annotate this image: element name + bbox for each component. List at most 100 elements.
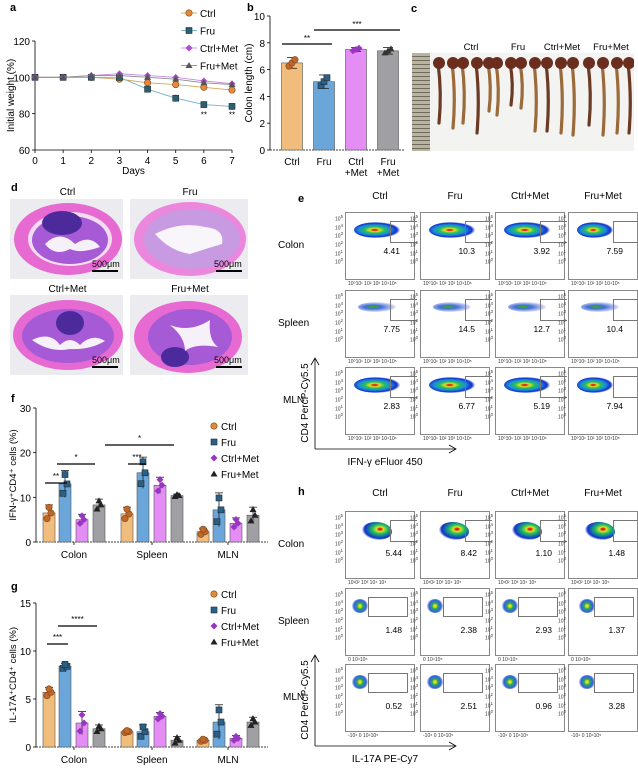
flow-plot: 1.37 xyxy=(568,588,638,656)
flow-x-ticks: 0 10⁴10⁵ xyxy=(498,657,518,663)
gate-percentage: 10.4 xyxy=(606,324,623,334)
data-point xyxy=(78,711,86,719)
bar xyxy=(345,49,367,151)
gate-rectangle xyxy=(368,673,408,693)
cell-population-density xyxy=(429,222,475,238)
arrow-head-icon xyxy=(310,357,320,366)
data-point xyxy=(249,715,257,722)
data-point xyxy=(230,736,238,744)
data-point xyxy=(78,512,86,520)
flow-plot: 0.96 xyxy=(495,664,565,732)
significance-label: * xyxy=(74,453,77,462)
legend-label: Fru+Met xyxy=(221,470,259,481)
flow-x-ticks: 10⁰10¹ 10² 10³ 10⁴10⁵ xyxy=(423,359,472,365)
colon-specimen xyxy=(570,61,576,137)
flow-y-ticks: 105 104 103 102 101 100 xyxy=(558,666,566,718)
legend-label: Fru+Met xyxy=(221,638,259,649)
data-point xyxy=(61,471,69,478)
flow-x-ticks: 10⁰10¹ 10² 10³ 10⁴10⁵ xyxy=(498,359,547,365)
data-point xyxy=(144,79,152,87)
gate-rectangle xyxy=(390,376,417,398)
flow-x-ticks: -10⁴ 0 10⁴10⁵ xyxy=(571,733,602,739)
cecum xyxy=(491,57,503,69)
gate-rectangle xyxy=(465,221,492,243)
bar xyxy=(153,484,167,543)
data-point xyxy=(228,103,236,110)
y-axis-label: IL-17A⁺CD4⁺ cells (%) xyxy=(8,627,19,723)
x-tick-label: Colon xyxy=(61,550,87,561)
data-point xyxy=(121,515,129,523)
cell-population-density xyxy=(512,522,542,540)
flow-y-ticks: 105 104 103 102 101 100 xyxy=(558,292,566,344)
flow-x-ticks: 10¹0² 10³ 10⁴ 10⁵ xyxy=(498,580,537,586)
data-point xyxy=(93,505,101,512)
data-point xyxy=(87,72,95,79)
y-tick-label: 5 xyxy=(25,695,31,706)
data-point xyxy=(45,685,53,693)
data-point xyxy=(199,735,207,743)
gate-percentage: 0.52 xyxy=(385,701,402,711)
data-point xyxy=(200,79,208,86)
data-point xyxy=(45,503,53,511)
cecum xyxy=(567,57,579,69)
histo-label-fru: Fru xyxy=(182,187,198,198)
flow-row-label: Spleen xyxy=(278,318,310,329)
colon-specimen xyxy=(508,61,514,107)
bar xyxy=(313,81,335,151)
data-point xyxy=(173,491,181,498)
data-point xyxy=(251,718,259,725)
flow-row-label: MLN xyxy=(283,395,305,406)
data-point xyxy=(232,515,240,523)
data-point xyxy=(323,74,331,81)
flow-x-axis-label: IL-17A PE-Cy7 xyxy=(352,754,419,765)
flow-x-ticks: -10⁴ 0 10⁴10⁵ xyxy=(498,733,529,739)
flow-y-ticks: 105 104 103 102 101 100 xyxy=(485,292,493,344)
gate-rectangle xyxy=(390,299,417,321)
data-point xyxy=(137,733,145,740)
data-point xyxy=(228,81,236,88)
legend-label: Fru xyxy=(200,27,215,38)
ifng-bar-chart: 0 10 20 30 IFN-γ⁺CD4⁺ cells (%) Colon Spleen ML… xyxy=(8,404,268,561)
significance-label: **** xyxy=(71,615,83,624)
flow-plot: 7.59 xyxy=(568,212,638,280)
photo-label-ctrl-met: Ctrl+Met xyxy=(543,42,581,53)
gate-rectangle xyxy=(594,673,634,693)
legend-label: Fru+Met xyxy=(200,62,238,73)
colon-specimen xyxy=(614,61,620,135)
y-tick-label: 8 xyxy=(259,39,265,50)
flow-x-ticks: 10⁰10¹ 10² 10³ 10⁴10⁵ xyxy=(423,436,472,442)
flow-x-ticks: 10¹0² 10³ 10⁴ 10⁵ xyxy=(348,580,387,586)
gate-percentage: 14.5 xyxy=(458,324,475,334)
data-point xyxy=(173,734,181,741)
data-point xyxy=(172,81,180,89)
cecum xyxy=(515,57,527,69)
legend-marker xyxy=(210,438,218,446)
data-point xyxy=(172,94,180,102)
svg-text:500μm: 500μm xyxy=(92,355,120,365)
y-tick-label: 10 xyxy=(254,12,266,23)
colon-specimens xyxy=(433,57,634,137)
data-point xyxy=(59,73,67,80)
gate-percentage: 4.41 xyxy=(383,246,400,256)
data-point xyxy=(213,518,221,526)
legend-marker xyxy=(210,454,218,462)
data-point xyxy=(387,45,395,52)
gate-rectangle xyxy=(540,221,567,243)
colon-photograph xyxy=(412,53,634,151)
photo-label-fru-met: Fru+Met xyxy=(593,42,629,53)
cecum xyxy=(505,57,517,69)
flow-y-ticks: 105 104 103 102 101 100 xyxy=(335,666,343,718)
gate-rectangle xyxy=(465,520,492,542)
cell-population-density xyxy=(579,599,595,613)
x-tick-label: +Met xyxy=(377,168,400,179)
data-point xyxy=(217,718,225,726)
flow-row-label: Colon xyxy=(278,240,305,251)
flow-plot: 1.10 xyxy=(495,511,567,579)
x-tick-label: 1 xyxy=(60,156,66,167)
cell-population-density xyxy=(577,222,613,238)
data-point xyxy=(139,458,147,466)
flow-x-ticks: 10¹0² 10³ 10⁴ 10⁵ xyxy=(423,580,462,586)
flow-x-ticks: 0 10⁴10⁵ xyxy=(571,657,591,663)
flow-y-ticks: 105 104 103 102 101 100 xyxy=(558,214,566,266)
